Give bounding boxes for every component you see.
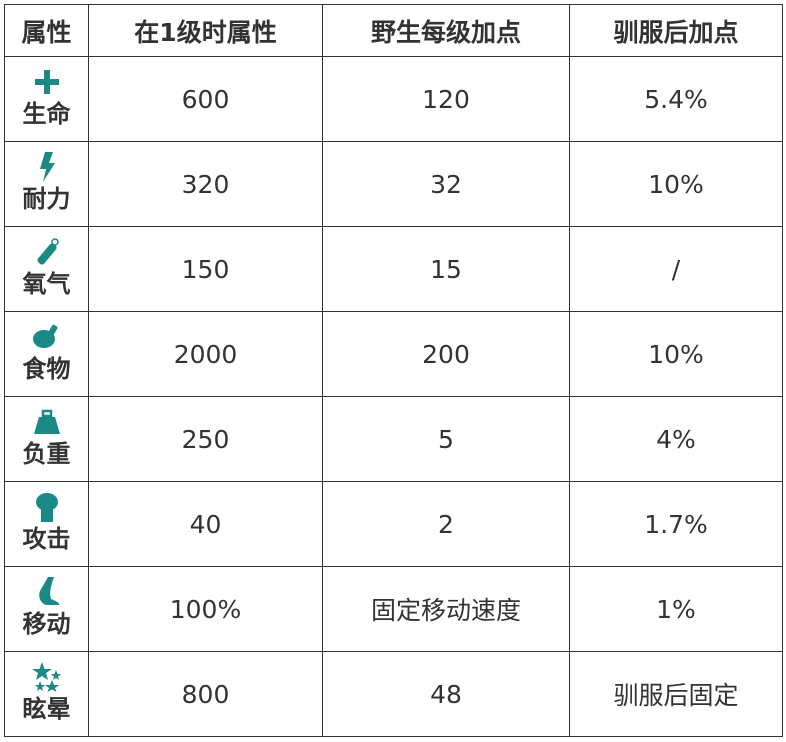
base-value: 250 [88,396,323,482]
wild-per-level: 5 [322,396,570,482]
attribute-cell: 眩晕 [4,651,89,737]
table-row-lightning: 耐力 320 32 10% [4,141,783,227]
attribute-name: 耐力 [22,185,71,213]
attribute-name: 眩晕 [22,695,71,723]
stars-icon [31,662,62,692]
wild-per-level: 48 [322,651,570,737]
tamed-per-level: 1.7% [569,481,783,567]
header-wild: 野生每级加点 [322,4,570,57]
weight-icon [33,407,61,437]
wild-per-level: 120 [322,56,570,142]
attribute-cell: 攻击 [4,481,89,567]
table-row-weight: 负重 250 5 4% [4,396,783,482]
table-row-health-cross: 生命 600 120 5.4% [4,56,783,142]
oxygen-tank-icon [34,237,60,267]
attribute-cell: 氧气 [4,226,89,312]
tamed-per-level: 1% [569,566,783,652]
attribute-name: 攻击 [22,525,71,553]
lightning-icon [37,152,57,182]
attribute-name: 氧气 [22,270,71,298]
meat-icon [32,322,62,352]
wild-per-level: 2 [322,481,570,567]
base-value: 40 [88,481,323,567]
wild-per-level: 200 [322,311,570,397]
base-value: 320 [88,141,323,227]
attribute-cell: 生命 [4,56,89,142]
foot-icon [34,577,60,607]
fist-icon [35,492,59,522]
tamed-per-level: 4% [569,396,783,482]
attribute-cell: 食物 [4,311,89,397]
attribute-name: 负重 [22,440,71,468]
stats-table: 属性 在1级时属性 野生每级加点 驯服后加点 生命 600 120 5.4% 耐力… [4,4,783,737]
tamed-per-level: 10% [569,141,783,227]
table-row-oxygen-tank: 氧气 150 15 / [4,226,783,312]
table-row-foot: 移动 100% 固定移动速度 1% [4,566,783,652]
attribute-name: 移动 [22,610,71,638]
attribute-cell: 耐力 [4,141,89,227]
header-row: 属性 在1级时属性 野生每级加点 驯服后加点 [4,4,783,57]
attribute-name: 食物 [22,355,71,383]
base-value: 600 [88,56,323,142]
attribute-cell: 负重 [4,396,89,482]
wild-per-level: 15 [322,226,570,312]
tamed-per-level: 10% [569,311,783,397]
wild-per-level: 固定移动速度 [322,566,570,652]
health-cross-icon [34,67,60,97]
table-row-meat: 食物 2000 200 10% [4,311,783,397]
tamed-per-level: 5.4% [569,56,783,142]
base-value: 800 [88,651,323,737]
tamed-per-level: / [569,226,783,312]
wild-per-level: 32 [322,141,570,227]
attribute-name: 生命 [22,100,71,128]
header-attribute: 属性 [4,4,89,57]
base-value: 2000 [88,311,323,397]
table-row-fist: 攻击 40 2 1.7% [4,481,783,567]
table-row-stars: 眩晕 800 48 驯服后固定 [4,651,783,737]
base-value: 100% [88,566,323,652]
header-base: 在1级时属性 [88,4,323,57]
base-value: 150 [88,226,323,312]
header-tamed: 驯服后加点 [569,4,783,57]
tamed-per-level: 驯服后固定 [569,651,783,737]
attribute-cell: 移动 [4,566,89,652]
